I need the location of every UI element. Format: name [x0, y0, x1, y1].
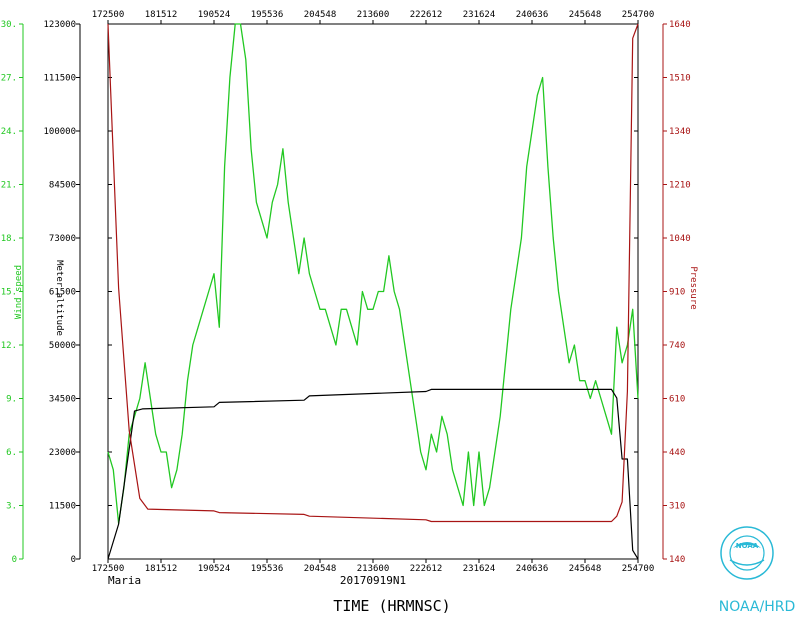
- x-tick-label-bottom: 213600: [357, 564, 390, 574]
- wind-axis-tick-label: 6.: [6, 448, 17, 458]
- wind-axis-tick-label: 0: [12, 555, 17, 565]
- x-tick-label-top: 240636: [516, 10, 549, 20]
- noaa-logo-inner-text: NOAA: [736, 542, 759, 550]
- wind-axis-tick-label: 21.: [1, 181, 17, 191]
- wind-axis-tick-label: 30.: [1, 20, 17, 30]
- altitude-axis-title: Meter altitude: [54, 260, 64, 336]
- wind-axis-title: Wind speed: [14, 265, 24, 319]
- ticks-layer: 172500 172500 181512 181512 190524 190524 1955…: [1, 10, 691, 574]
- altitude-axis-tick-label: 11500: [49, 502, 76, 512]
- pressure-axis-tick-label: 1640: [669, 20, 691, 30]
- pressure-axis-tick-label: 910: [669, 288, 685, 298]
- wind-series-line: [107, 23, 639, 524]
- x-tick-label-bottom: 172500: [92, 564, 125, 574]
- x-axis-title: TIME (HRMNSC): [333, 597, 450, 615]
- x-tick-label-top: 213600: [357, 10, 390, 20]
- noaa-logo-ring: [720, 526, 774, 580]
- pressure-axis-tick-label: 610: [669, 395, 685, 405]
- x-tick-label-bottom: 181512: [145, 564, 178, 574]
- pressure-axis-tick-label: 310: [669, 502, 685, 512]
- pressure-axis-tick-label: 1040: [669, 234, 691, 244]
- flight-id-label: 20170919N1: [340, 574, 406, 587]
- noaa-wave-icon: [729, 559, 765, 566]
- pressure-axis-tick-label: 1210: [669, 181, 691, 191]
- x-tick-label-top: 190524: [198, 10, 231, 20]
- noaa-bird-icon: [733, 542, 761, 548]
- x-tick-label-top: 222612: [410, 10, 443, 20]
- pressure-axis-tick-label: 1340: [669, 127, 691, 137]
- altitude-axis-tick-label: 61500: [49, 288, 76, 298]
- altitude-axis-tick-label: 111500: [43, 74, 76, 84]
- wind-axis-tick-label: 3.: [6, 502, 17, 512]
- altitude-axis-tick-label: 23000: [49, 448, 76, 458]
- altitude-axis-tick-label: 100000: [43, 127, 76, 137]
- series-layer: [107, 23, 639, 560]
- altitude-axis-tick-label: 73000: [49, 234, 76, 244]
- altitude-axis-tick-label: 34500: [49, 395, 76, 405]
- x-tick-label-top: 181512: [145, 10, 178, 20]
- x-tick-label-bottom: 240636: [516, 564, 549, 574]
- pressure-axis-tick-label: 1510: [669, 74, 691, 84]
- pressure-axis-title: Pressure: [688, 266, 698, 309]
- x-tick-label-bottom: 245648: [569, 564, 602, 574]
- altitude-axis-tick-label: 0: [71, 555, 76, 565]
- x-tick-label-bottom: 254700: [622, 564, 655, 574]
- wind-axis-tick-label: 18.: [1, 234, 17, 244]
- x-tick-label-bottom: 195536: [251, 564, 284, 574]
- storm-name-label: Maria: [108, 574, 141, 587]
- pressure-axis-tick-label: 740: [669, 341, 685, 351]
- pressure-series-line: [107, 23, 639, 523]
- x-tick-label-bottom: 204548: [304, 564, 337, 574]
- x-tick-label-bottom: 231624: [463, 564, 496, 574]
- noaa-hrd-label: NOAA/HRD: [719, 599, 796, 615]
- noaa-logo: NOAA NOAA/HRD: [719, 526, 796, 615]
- altitude-axis-tick-label: 50000: [49, 341, 76, 351]
- x-tick-label-top: 204548: [304, 10, 337, 20]
- altitude-axis-tick-label: 123000: [43, 20, 76, 30]
- altitude-axis-tick-label: 84500: [49, 181, 76, 191]
- wind-axis-tick-label: 24.: [1, 127, 17, 137]
- x-tick-label-top: 231624: [463, 10, 496, 20]
- wind-axis-tick-label: 15.: [1, 288, 17, 298]
- x-tick-label-top: 254700: [622, 10, 655, 20]
- wind-axis-tick-label: 9.: [6, 395, 17, 405]
- x-tick-label-bottom: 222612: [410, 564, 443, 574]
- x-tick-label-bottom: 190524: [198, 564, 231, 574]
- pressure-axis-tick-label: 140: [669, 555, 685, 565]
- wind-axis-tick-label: 27.: [1, 74, 17, 84]
- x-tick-label-top: 195536: [251, 10, 284, 20]
- pressure-axis-tick-label: 440: [669, 448, 685, 458]
- wind-axis-tick-label: 12.: [1, 341, 17, 351]
- x-tick-label-top: 245648: [569, 10, 602, 20]
- x-tick-label-top: 172500: [92, 10, 125, 20]
